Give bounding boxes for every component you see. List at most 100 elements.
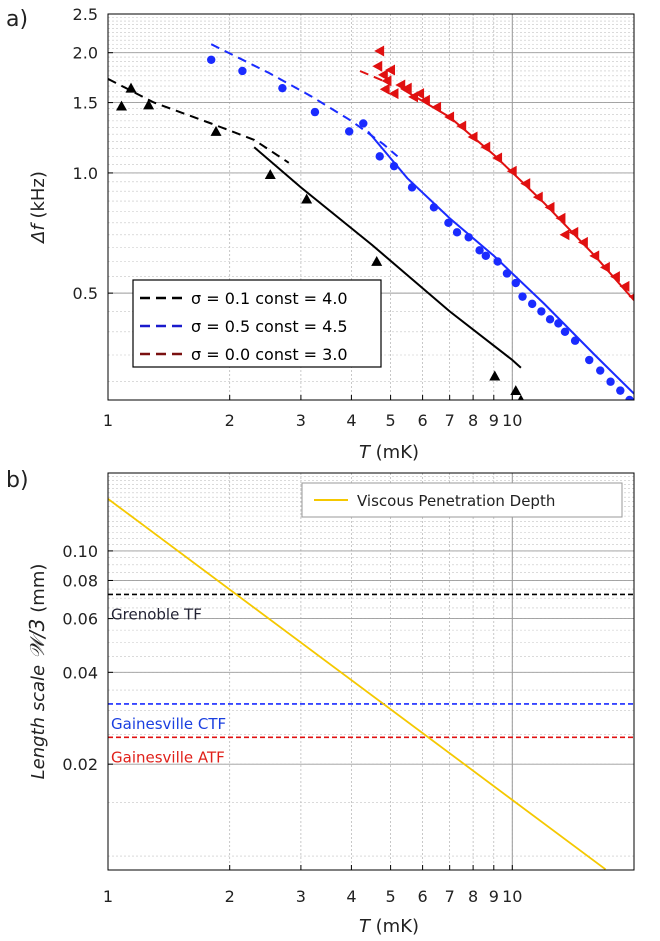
x-tick-label: 5 [385,887,395,906]
data-point [610,271,620,283]
data-point [502,269,512,278]
series-line [108,498,607,870]
fit-line-dashed [210,43,399,158]
x-axis-label-symbol: T [359,916,372,937]
x-tick-label: 4 [346,887,356,906]
data-point [559,229,570,241]
data-point [464,233,473,242]
x-tick-label: 5 [385,411,395,430]
chart-panel-a: 1 2 3 4 5 6 7 8 9 10 0.5 1.0 1.5 2.0 2.5 T (mK) Δf (kHz)… [6,5,635,463]
y-axis: 0.02 0.04 0.06 0.08 0.10 [62,542,113,774]
x-tick-label: 9 [489,411,499,430]
chart-panel-b: Grenoble TF Gainesville CTF Gainesville AT… [6,468,635,937]
y-tick-label: 0.02 [62,755,98,774]
series [108,498,607,870]
data-point [310,107,320,117]
x-tick-label: 7 [445,411,455,430]
data-point [492,152,503,164]
x-tick-label: 4 [346,411,356,430]
y-axis-label-main: Δf [28,222,49,245]
data-point [616,386,625,395]
legend-entry-label: Viscous Penetration Depth [357,492,555,510]
x-tick-label: 8 [468,887,478,906]
x-axis-label-unit: (mK) [370,442,419,463]
gridlines [108,473,634,870]
y-tick-label: 2.0 [73,44,98,63]
data-point [589,250,600,262]
data-point [467,131,478,143]
data-point [375,152,384,161]
data-point [568,226,579,238]
data-point [381,75,392,87]
y-tick-label: 2.5 [73,5,98,24]
fit-line-dashed [108,78,290,164]
data-point [510,385,522,396]
plot-frame [107,472,635,871]
data-point [371,256,383,266]
series [207,43,634,400]
data-point [606,377,615,386]
data-point [264,169,276,180]
x-tick-label: 6 [418,887,428,906]
data-point [429,203,439,212]
data-point [560,327,570,337]
x-axis-label: T (mK) [359,442,419,463]
data-point [625,395,634,400]
data-point [414,88,425,100]
data-point [570,336,580,345]
data-point [401,82,412,94]
data-point [518,292,527,301]
data-point [537,307,546,316]
data-point [359,119,368,128]
data-point [372,60,383,72]
x-axis: 1 2 3 4 5 6 7 8 9 10 [103,865,522,906]
series [359,45,634,301]
y-tick-label: 1.5 [73,94,98,113]
x-tick-label: 8 [468,411,478,430]
legend-box [301,482,623,518]
data-point [545,315,555,324]
x-axis-label-symbol: T [359,442,372,463]
fit-line-dashed [359,70,384,82]
data-point [489,370,501,381]
data-point [444,218,453,228]
y-axis: 0.5 1.0 1.5 2.0 2.5 [73,5,113,303]
data-point [506,165,517,177]
data-point [444,111,455,123]
x-tick-label: 1 [103,411,113,430]
y-tick-label: 0.06 [62,610,98,629]
y-tick-label: 0.08 [62,571,98,590]
data-point [431,101,442,113]
reference-line-label: Gainesville ATF [111,748,225,766]
x-tick-label: 2 [225,887,235,906]
y-axis-label-unit: (mm) [28,564,49,619]
legend: Viscous Penetration Depth [301,482,623,518]
data-point [544,201,555,213]
data-point [599,261,610,273]
x-tick-label: 3 [296,887,306,906]
y-axis-label-main: Length scale [28,665,49,780]
data-point [116,100,128,111]
legend-entry-label: σ = 0.5 const = 4.5 [191,317,348,336]
y-tick-label: 0.5 [73,284,98,303]
y-axis-label-symbol: 𝒲/3 [25,618,49,658]
data-point [520,178,531,190]
y-axis-label-unit: (kHz) [28,171,49,224]
y-axis-label: Length scale 𝒲/3 (mm) [25,564,49,780]
data-point [475,246,484,255]
fit-line-solid [367,130,634,395]
data-point [301,193,313,204]
y-tick-label: 0.04 [62,663,98,682]
x-tick-label: 10 [502,411,522,430]
x-tick-label: 1 [103,887,113,906]
y-axis-label: Δf (kHz) [28,171,49,245]
data-point [374,45,385,57]
data-point [207,55,216,64]
data-point [379,83,390,95]
data-point [511,278,520,288]
reference-line-label: Gainesville CTF [111,715,226,733]
x-tick-label: 10 [502,887,522,906]
fit-line-solid [400,87,634,301]
plot-area [108,498,634,870]
